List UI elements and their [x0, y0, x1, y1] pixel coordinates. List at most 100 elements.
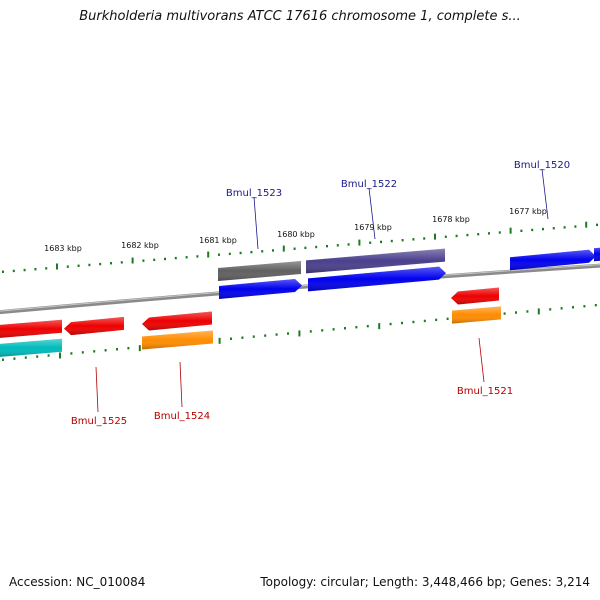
gene-bmul-1525[interactable]	[64, 316, 124, 336]
tick-mark	[315, 245, 318, 249]
tick-mark	[488, 232, 490, 235]
tick-mark	[542, 227, 544, 231]
tick-mark	[230, 337, 232, 340]
tick-mark	[389, 322, 392, 326]
tick-mark	[466, 233, 469, 237]
gene-bmul-1521-label[interactable]: Bmul_1521	[457, 386, 513, 397]
gene-bmul-1524[interactable]	[142, 311, 212, 331]
tick-mark	[228, 252, 231, 256]
tick-mark	[196, 255, 199, 258]
position-labels: 1683 kbp 1682 kbp 1681 kbp 1680 kbp 1679 kbp…	[44, 207, 547, 253]
tick-mark	[23, 268, 26, 272]
tick-mark	[34, 268, 37, 271]
tick-mark	[99, 262, 102, 266]
tick-mark	[531, 228, 534, 232]
gene-bmul-1520-leader	[541, 168, 549, 220]
gene-bmul-1524-leader	[179, 361, 183, 408]
feature-bmul-1521-lower	[452, 306, 501, 324]
tick-mark	[366, 324, 369, 328]
tick-mark	[104, 349, 107, 352]
tick-mark	[412, 320, 415, 324]
tick-mark	[2, 358, 4, 361]
tick-mark	[252, 335, 255, 338]
tick-mark	[59, 352, 61, 359]
tick-mark	[537, 308, 540, 315]
tick-mark	[164, 257, 166, 261]
ticks-inner	[2, 303, 597, 361]
tick-mark	[574, 225, 577, 228]
tick-mark	[264, 334, 267, 337]
tick-mark	[77, 264, 80, 267]
tick-mark	[444, 235, 447, 238]
tick-mark	[185, 256, 188, 259]
tick-mark	[116, 348, 118, 351]
tick-mark	[241, 336, 244, 339]
gene-bmul-1523-label[interactable]: Bmul_1523	[226, 188, 282, 199]
tick-mark	[515, 311, 517, 314]
tick-mark	[218, 337, 221, 344]
tick-mark	[309, 330, 312, 333]
ticks-outer	[2, 221, 598, 273]
tick-mark	[24, 356, 27, 359]
tick-mark	[12, 269, 15, 273]
tick-mark	[56, 263, 58, 270]
tick-mark	[435, 318, 438, 322]
tick-mark	[585, 221, 588, 228]
tick-mark	[446, 317, 449, 321]
tick-mark	[355, 326, 358, 329]
gene-bmul-1522[interactable]	[308, 266, 446, 292]
tick-mark	[503, 312, 506, 315]
gene-bmul-1522-leader	[368, 187, 376, 240]
feature-bmul-1523-outer	[218, 261, 301, 281]
feature-bmul-1524-lower	[142, 330, 213, 350]
tick-mark	[390, 239, 393, 243]
tick-mark	[412, 238, 415, 241]
gene-callouts: Bmul_1523 Bmul_1522 Bmul_1520 Bmul_1525 Bmul…	[71, 160, 570, 427]
tick-mark	[321, 329, 324, 332]
tick-mark	[88, 263, 91, 267]
tick-mark	[293, 247, 296, 250]
accession-label: Accession: NC_010084	[9, 575, 146, 589]
tick-mark	[552, 227, 555, 230]
position-label: 1679 kbp	[354, 223, 392, 232]
gene-next[interactable]	[594, 247, 600, 262]
tick-mark	[272, 249, 274, 252]
gene-bmul-1523[interactable]	[219, 279, 302, 299]
tick-mark	[239, 251, 242, 255]
tick-mark	[455, 234, 458, 238]
tick-mark	[70, 352, 73, 355]
position-label: 1680 kbp	[277, 230, 315, 239]
tick-mark	[207, 251, 210, 258]
tick-mark	[594, 303, 597, 307]
feature-bmul-1526-lower	[0, 338, 62, 357]
tick-mark	[174, 256, 177, 260]
gene-bmul-1524-label[interactable]: Bmul_1524	[154, 411, 210, 422]
tick-mark	[401, 321, 403, 325]
tick-mark	[47, 354, 50, 357]
tick-mark	[13, 357, 16, 360]
tick-mark	[423, 237, 426, 240]
tick-mark	[287, 332, 289, 335]
tick-mark	[369, 241, 372, 244]
tick-mark	[81, 351, 84, 354]
tick-mark	[250, 250, 253, 254]
gene-bmul-1522-label[interactable]: Bmul_1522	[341, 179, 397, 190]
tick-mark	[36, 355, 39, 358]
tick-mark	[423, 319, 426, 323]
position-label: 1683 kbp	[44, 244, 82, 253]
tick-mark	[526, 310, 529, 313]
gene-bmul-1525-leader	[95, 366, 99, 413]
gene-bmul-1520[interactable]	[510, 249, 596, 271]
tick-mark	[583, 305, 586, 308]
tick-mark	[261, 250, 264, 253]
gene-bmul-1520-label[interactable]: Bmul_1520	[514, 160, 570, 171]
gene-bmul-1525-label[interactable]: Bmul_1525	[71, 416, 127, 427]
tick-mark	[380, 240, 382, 244]
tick-mark	[93, 350, 96, 353]
tick-mark	[110, 262, 112, 265]
gene-bmul-1521[interactable]	[451, 287, 499, 305]
tick-mark	[401, 238, 404, 242]
tick-mark	[378, 323, 381, 330]
gene-bmul-1526[interactable]	[0, 319, 62, 339]
